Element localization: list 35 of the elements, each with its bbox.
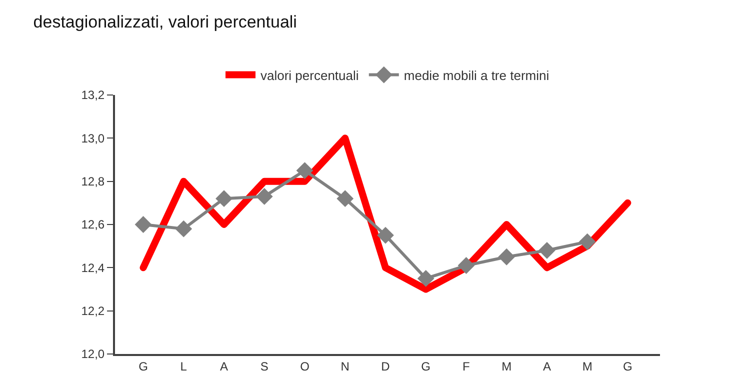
point bbox=[216, 190, 232, 208]
x-tick-label: M bbox=[502, 359, 512, 374]
y-tick-label: 12,8 bbox=[81, 174, 105, 189]
y-tick-label: 12,6 bbox=[81, 218, 105, 232]
point bbox=[417, 270, 434, 287]
point bbox=[256, 188, 273, 205]
x-tick-label: A bbox=[220, 359, 228, 374]
x-tick-label: G bbox=[623, 359, 632, 374]
point bbox=[538, 242, 556, 259]
y-tick-label: 12,0 bbox=[81, 347, 105, 362]
x-tick-label: A bbox=[542, 359, 551, 374]
point bbox=[377, 226, 394, 244]
y-tick-label: 12,2 bbox=[81, 304, 105, 318]
x-tick-label: D bbox=[381, 359, 390, 374]
y-tick-label: 13,2 bbox=[81, 88, 105, 102]
legend-label: medie mobili a tre termini bbox=[404, 68, 550, 83]
point bbox=[578, 233, 596, 250]
point bbox=[498, 248, 516, 266]
legend-label: valori percentuali bbox=[260, 68, 359, 83]
x-tick-label: G bbox=[421, 359, 431, 374]
y-tick-label: 13,0 bbox=[81, 131, 105, 146]
point bbox=[296, 162, 314, 179]
point bbox=[134, 216, 152, 233]
x-tick-label: M bbox=[582, 359, 592, 374]
y-tick-label: 12,4 bbox=[81, 260, 105, 275]
x-tick-label: L bbox=[180, 359, 188, 374]
point bbox=[336, 190, 354, 208]
point bbox=[458, 257, 475, 274]
x-tick-label: N bbox=[340, 359, 350, 374]
x-tick-label: G bbox=[138, 359, 148, 374]
point bbox=[175, 220, 192, 238]
x-tick-label: S bbox=[260, 359, 268, 374]
x-tick-label: F bbox=[462, 359, 470, 374]
x-tick-label: O bbox=[300, 359, 310, 374]
chart-title: destagionalizzati, valori percentuali bbox=[33, 12, 297, 32]
